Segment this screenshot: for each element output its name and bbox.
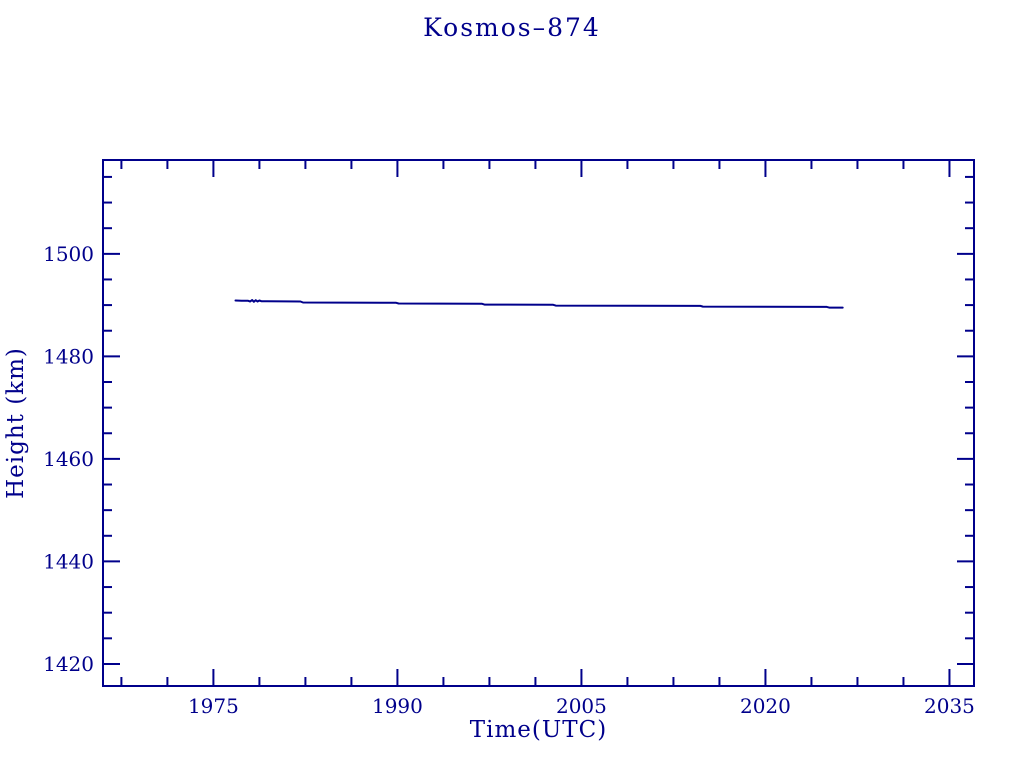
x-tick-label: 2035	[924, 694, 975, 718]
plot-frame	[102, 159, 975, 687]
x-tick-label: 1990	[372, 694, 423, 718]
y-tick-label: 1480	[43, 344, 94, 368]
y-tick-label: 1460	[43, 447, 94, 471]
y-tick-label: 1440	[43, 549, 94, 573]
x-axis-title: Time(UTC)	[469, 717, 608, 743]
x-tick-label: 2005	[556, 694, 607, 718]
y-tick-label: 1500	[43, 242, 94, 266]
y-tick-label: 1420	[43, 652, 94, 676]
chart-title: Kosmos–874	[423, 13, 601, 42]
height-series-line	[234, 299, 844, 309]
x-tick-label: 2020	[740, 694, 791, 718]
x-tick-label: 1975	[188, 694, 239, 718]
